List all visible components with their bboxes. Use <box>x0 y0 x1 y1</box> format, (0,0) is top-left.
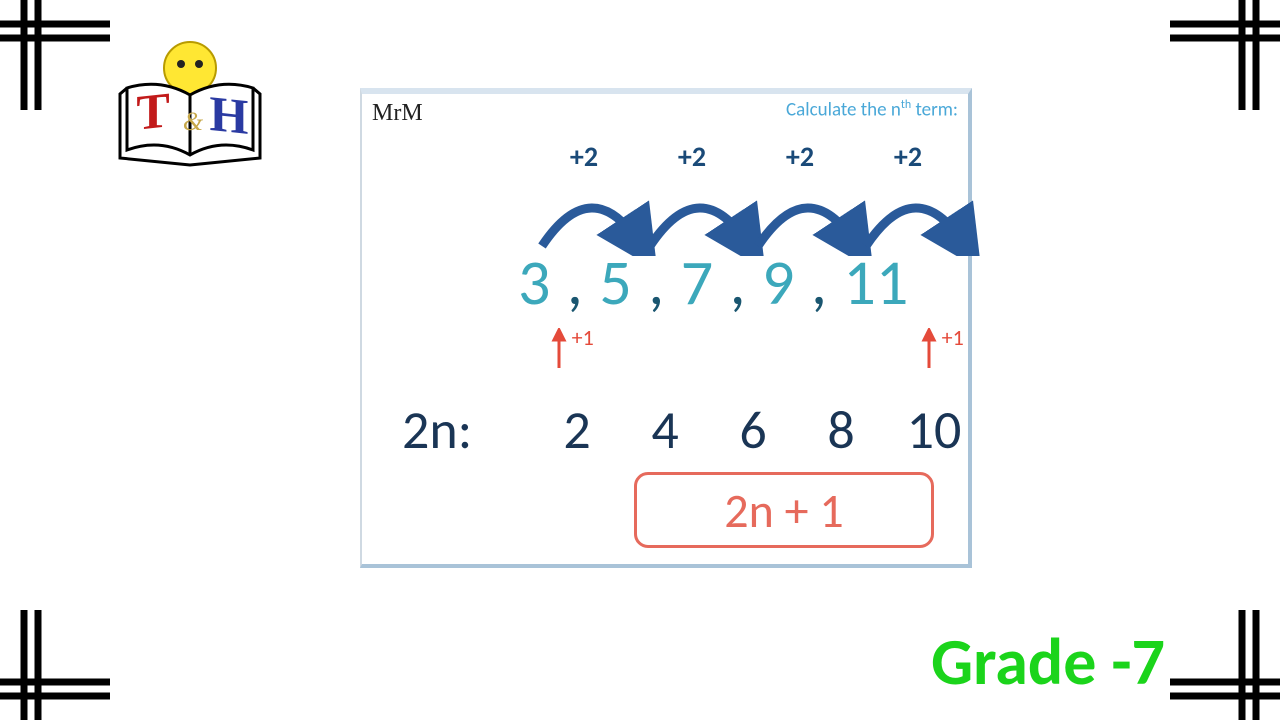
row2n-val: 6 <box>718 397 788 463</box>
comma: , <box>552 244 597 322</box>
prompt-sup: th <box>901 98 911 112</box>
brand-logo: T & H <box>115 40 265 170</box>
plus1-annotation-right: +1 <box>920 328 964 372</box>
answer-formula: 2n + 1 <box>724 481 843 540</box>
corner-decoration <box>1170 0 1280 110</box>
row2n-label: 2n: <box>402 397 472 463</box>
svg-text:&: & <box>183 107 204 136</box>
corner-decoration <box>0 0 110 110</box>
term: 3 <box>518 244 550 322</box>
row2n-val: 4 <box>630 397 700 463</box>
svg-text:H: H <box>210 85 249 145</box>
sequence: 3 , 5 , 7 , 9 , 11 <box>518 244 908 322</box>
term: 11 <box>843 244 908 322</box>
panel-prompt: Calculate the nth term: <box>786 98 958 121</box>
comma: , <box>634 244 679 322</box>
prompt-suffix: term: <box>911 98 958 121</box>
plus1-annotation-left: +1 <box>550 328 594 372</box>
comma: , <box>796 244 841 322</box>
grade-label: Grade -7 <box>931 621 1165 702</box>
panel-brand: MrM <box>372 100 423 127</box>
row2n-val: 2 <box>542 397 612 463</box>
prompt-prefix: Calculate the n <box>786 98 901 121</box>
answer-box: 2n + 1 <box>634 472 934 548</box>
corner-decoration <box>1170 610 1280 720</box>
term: 5 <box>599 244 631 322</box>
plus1-text: +1 <box>572 324 594 351</box>
corner-decoration <box>0 610 110 720</box>
term: 7 <box>681 244 713 322</box>
svg-text:T: T <box>136 81 169 140</box>
plus1-text: +1 <box>942 324 964 351</box>
comma: , <box>715 244 760 322</box>
row2n-val: 10 <box>894 397 974 463</box>
math-panel: MrM Calculate the nth term: +2 +2 +2 +2 … <box>360 88 972 568</box>
term: 9 <box>762 244 794 322</box>
row2n-values: 2 4 6 8 10 <box>542 397 974 463</box>
row2n-val: 8 <box>806 397 876 463</box>
